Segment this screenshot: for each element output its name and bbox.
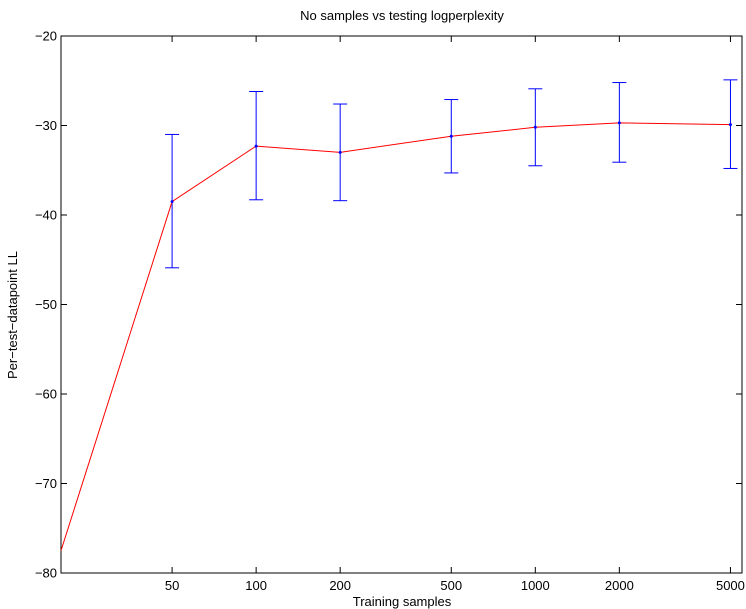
y-tick-label: −40 — [35, 208, 57, 223]
plot-area: 50 100 200 500 1000 2000 5000 −80 −70 −60 −50 −40 −3… — [35, 29, 745, 594]
data-point — [728, 123, 732, 127]
data-point — [170, 200, 174, 204]
y-tick-label: −80 — [35, 566, 57, 581]
series-line — [60, 122, 731, 551]
x-tick-label: 50 — [165, 578, 179, 593]
y-tick-label: −50 — [35, 297, 57, 312]
y-tick-label: −60 — [35, 387, 57, 402]
chart-title: No samples vs testing logperplexity — [300, 8, 504, 23]
y-axis-label: Per−test−datapoint LL — [5, 251, 20, 379]
y-tick-label: −30 — [35, 118, 57, 133]
y-tick-label: −70 — [35, 476, 57, 491]
x-tick-label: 100 — [245, 578, 267, 593]
x-tick-label: 1000 — [521, 578, 550, 593]
x-tick-label: 200 — [329, 578, 351, 593]
data-point — [533, 125, 537, 129]
data-point — [617, 121, 621, 125]
x-tick-label: 500 — [440, 578, 462, 593]
data-point — [449, 134, 453, 138]
x-axis-label: Training samples — [353, 594, 452, 609]
x-tick-label: 2000 — [605, 578, 634, 593]
data-point — [338, 150, 342, 154]
x-tick-label: 5000 — [716, 578, 745, 593]
y-tick-label: −20 — [35, 29, 57, 44]
data-point — [254, 144, 258, 148]
